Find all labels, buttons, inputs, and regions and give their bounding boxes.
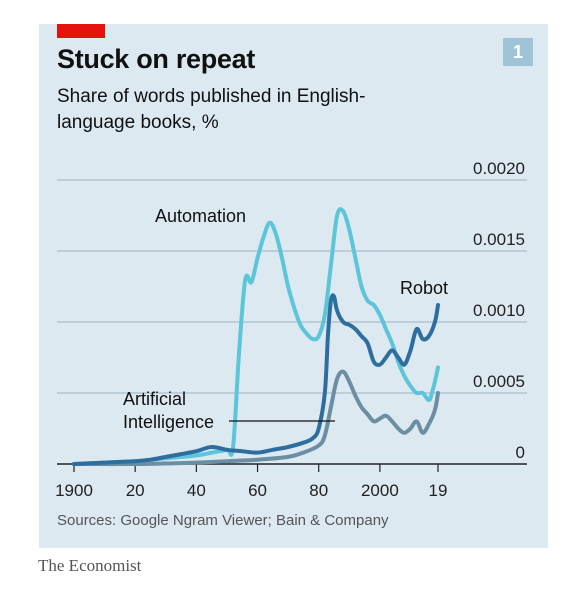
chart-subtitle: Share of words published in English-lang… bbox=[57, 86, 366, 133]
annotation-artificial-intelligence: Intelligence bbox=[123, 412, 214, 432]
x-tick-label: 20 bbox=[126, 481, 145, 500]
x-tick-label: 80 bbox=[309, 481, 328, 500]
series-lines bbox=[72, 207, 440, 467]
chart-title: Stuck on repeat bbox=[57, 44, 256, 74]
source-note: Sources: Google Ngram Viewer; Bain & Com… bbox=[57, 512, 389, 529]
x-tick-label: 1900 bbox=[55, 481, 93, 500]
x-tick-label: 2000 bbox=[361, 481, 399, 500]
series-line-artificial-intelligence bbox=[72, 369, 440, 467]
annotation-robot: Robot bbox=[400, 278, 448, 298]
series-annotations: Automation Robot Artificial Intelligence bbox=[123, 206, 448, 432]
y-axis-tick-labels: 0 0.0005 0.0010 0.0015 0.0020 bbox=[473, 159, 525, 462]
chart-number-badge: 1 bbox=[503, 38, 533, 66]
grid-lines bbox=[57, 179, 527, 394]
x-axis: 1900 20 40 60 80 2000 19 bbox=[55, 463, 527, 500]
y-tick-label: 0.0010 bbox=[473, 301, 525, 320]
annotation-artificial-intelligence: Artificial bbox=[123, 389, 186, 409]
y-tick-label: 0.0015 bbox=[473, 230, 525, 249]
x-tick-label: 19 bbox=[429, 481, 448, 500]
publisher-logo: The Economist bbox=[38, 556, 142, 575]
x-tick-label: 60 bbox=[248, 481, 267, 500]
y-tick-label: 0.0020 bbox=[473, 159, 525, 178]
series-line-robot bbox=[72, 293, 440, 466]
series-line-automation bbox=[72, 207, 440, 466]
annotation-automation: Automation bbox=[155, 206, 246, 226]
y-tick-label: 0 bbox=[516, 443, 525, 462]
brand-accent-bar bbox=[57, 24, 105, 38]
x-tick-label: 40 bbox=[187, 481, 206, 500]
y-tick-label: 0.0005 bbox=[473, 372, 525, 391]
